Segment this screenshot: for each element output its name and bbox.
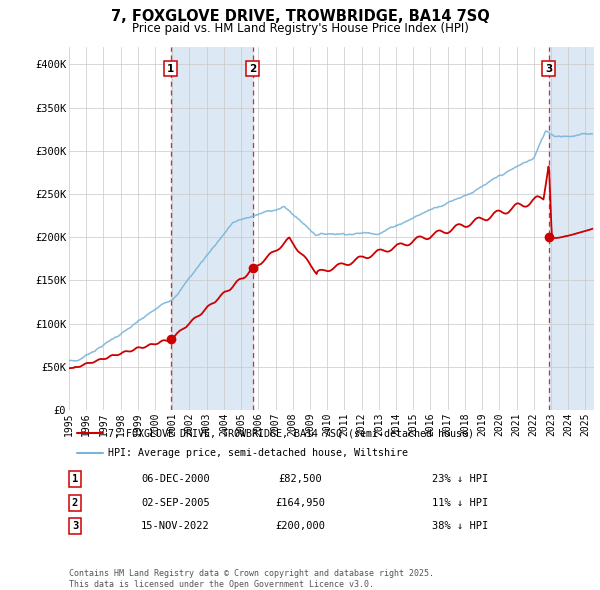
Text: 23% ↓ HPI: 23% ↓ HPI (432, 474, 488, 484)
Text: Contains HM Land Registry data © Crown copyright and database right 2025.
This d: Contains HM Land Registry data © Crown c… (69, 569, 434, 589)
Text: 38% ↓ HPI: 38% ↓ HPI (432, 522, 488, 531)
Text: 3: 3 (545, 64, 553, 74)
Text: £164,950: £164,950 (275, 498, 325, 507)
Text: £82,500: £82,500 (278, 474, 322, 484)
Text: 15-NOV-2022: 15-NOV-2022 (141, 522, 210, 531)
Text: 2: 2 (249, 64, 256, 74)
Text: 1: 1 (167, 64, 175, 74)
Bar (171, 47, 253, 410)
Bar (549, 47, 594, 410)
Text: 2: 2 (72, 498, 78, 507)
Text: HPI: Average price, semi-detached house, Wiltshire: HPI: Average price, semi-detached house,… (109, 448, 409, 458)
Text: 3: 3 (72, 522, 78, 531)
Text: 7, FOXGLOVE DRIVE, TROWBRIDGE, BA14 7SQ: 7, FOXGLOVE DRIVE, TROWBRIDGE, BA14 7SQ (110, 9, 490, 24)
Text: 1: 1 (72, 474, 78, 484)
Text: 06-DEC-2000: 06-DEC-2000 (141, 474, 210, 484)
Text: 11% ↓ HPI: 11% ↓ HPI (432, 498, 488, 507)
Text: 02-SEP-2005: 02-SEP-2005 (141, 498, 210, 507)
Text: 7, FOXGLOVE DRIVE, TROWBRIDGE, BA14 7SQ (semi-detached house): 7, FOXGLOVE DRIVE, TROWBRIDGE, BA14 7SQ … (109, 428, 475, 438)
Text: £200,000: £200,000 (275, 522, 325, 531)
Text: Price paid vs. HM Land Registry's House Price Index (HPI): Price paid vs. HM Land Registry's House … (131, 22, 469, 35)
